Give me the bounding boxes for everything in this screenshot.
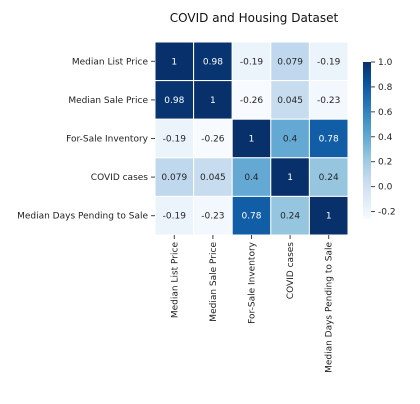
cell-value-label: 0.4 — [244, 173, 259, 183]
cell-value-label: 0.045 — [200, 173, 226, 183]
heatmap-cell — [193, 41, 233, 82]
colorbar-tick-label: 0.2 — [378, 158, 392, 168]
cell-value-label: 1 — [210, 96, 216, 106]
row-label: Median Sale Price — [68, 96, 148, 106]
colorbar-tick-label: 1.0 — [378, 58, 393, 68]
colorbar-tick-label: 0.8 — [378, 83, 393, 93]
colorbar-tick-label: -0.2 — [378, 208, 396, 218]
heatmap-cells: 1 0.98 -0.19 0.079 -0.19 0.98 1 -0.26 0.045 -0.23… — [154, 41, 349, 236]
heatmap-cell — [154, 195, 195, 236]
colorbar-gradient — [363, 62, 371, 219]
heatmap-cell — [270, 118, 310, 159]
cell-value-label: 0.045 — [277, 96, 303, 106]
colorbar-ticks: 1.0 0.8 0.6 0.4 0.2 0.0 -0.2 — [371, 58, 396, 218]
cell-value-label: 0.079 — [161, 173, 187, 183]
cell-value-label: -0.26 — [201, 135, 225, 145]
row-label: For-Sale Inventory — [66, 135, 149, 145]
heatmap-cell — [270, 157, 310, 197]
cell-value-label: 0.78 — [319, 135, 339, 145]
cell-value-label: -0.19 — [163, 135, 187, 145]
cell-value-label: -0.19 — [240, 57, 264, 67]
cell-value-label: 0.079 — [277, 57, 303, 67]
heatmap-cell — [193, 157, 233, 197]
cell-value-label: 1 — [287, 173, 293, 183]
cell-value-label: -0.23 — [201, 212, 224, 222]
heatmap-cell — [193, 118, 233, 159]
cell-value-label: 0.98 — [164, 96, 184, 106]
cell-value-label: 1 — [171, 57, 177, 67]
column-label: Median List Price — [170, 242, 180, 319]
row-label: COVID cases — [91, 173, 149, 183]
heatmap-cell — [308, 157, 349, 197]
heatmap-cell — [308, 80, 349, 120]
cell-value-label: 0.78 — [241, 212, 261, 222]
cell-value-label: 0.24 — [280, 212, 300, 222]
cell-value-label: -0.23 — [317, 96, 340, 106]
cell-value-label: 0.4 — [283, 135, 298, 145]
row-label: Median List Price — [72, 57, 149, 67]
cell-value-label: -0.19 — [317, 57, 341, 67]
chart-title: COVID and Housing Dataset — [170, 11, 339, 25]
cell-value-label: 1 — [249, 135, 255, 145]
column-label: Median Days Pending to Sale — [325, 242, 335, 373]
column-label: COVID cases — [286, 242, 296, 300]
cell-value-label: -0.19 — [163, 212, 187, 222]
cell-value-label: 0.98 — [203, 57, 223, 67]
column-labels: Median List Price Median Sale Price For-Sa… — [170, 235, 335, 373]
cell-value-label: -0.26 — [240, 96, 264, 106]
heatmap-cell — [231, 157, 272, 197]
column-label: Median Sale Price — [209, 242, 219, 322]
colorbar-tick-label: 0.0 — [378, 183, 393, 193]
cell-value-label: 1 — [326, 212, 332, 222]
row-label: Median Days Pending to Sale — [17, 212, 148, 222]
row-labels: Median List Price Median Sale Price For-Sa… — [17, 57, 155, 222]
colorbar-tick-label: 0.4 — [378, 133, 393, 143]
cell-value-label: 0.24 — [319, 173, 339, 183]
heatmap-cell — [231, 195, 272, 236]
colorbar-tick-label: 0.6 — [378, 108, 393, 118]
heatmap-cell — [193, 195, 233, 236]
column-label: For-Sale Inventory — [248, 241, 258, 324]
colorbar: 1.0 0.8 0.6 0.4 0.2 0.0 -0.2 — [363, 58, 396, 219]
heatmap-cell — [231, 80, 272, 120]
